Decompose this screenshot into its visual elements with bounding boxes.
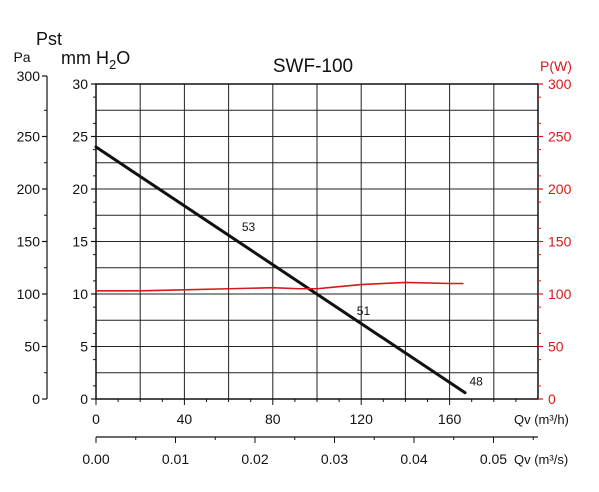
mmh2o-tick-label: 10 [72,286,88,302]
m3h-tick-label: 120 [350,411,374,427]
m3h-tick-label: 40 [177,411,193,427]
power-tick-label: 300 [548,76,572,92]
power-axis-label: P(W) [540,58,572,74]
chart-title: SWF-100 [273,56,353,77]
mmh2o-tick-label: 30 [72,76,88,92]
power-curve [95,281,464,292]
pa-tick-label: 100 [17,286,41,302]
pst-label: Pst [36,29,62,49]
pa-tick-label: 200 [17,181,41,197]
series-lines [94,145,467,395]
pa-tick-label: 300 [17,68,41,84]
pa-tick-label: 150 [17,234,41,250]
grid-lines [96,84,538,399]
m3h-tick-label: 80 [265,411,281,427]
curve-point-label: 48 [469,374,483,388]
power-tick-label: 250 [548,129,572,145]
m3h-tick-label: 0 [92,411,100,427]
power-tick-label: 200 [548,181,572,197]
mmh2o-subscript: 2 [109,57,116,72]
power-tick-label: 150 [548,234,572,250]
m3h-axis-title: Qv (m³/h) [514,412,569,427]
tick-labels: 0501001502002503000510152025300501001502… [17,68,572,467]
m3s-tick-label: 0.01 [162,451,189,467]
m3s-tick-label: 0.05 [480,451,507,467]
m3s-tick-label: 0.02 [241,451,268,467]
pa-tick-label: 50 [24,339,40,355]
power-tick-label: 50 [548,339,564,355]
mmh2o-tick-label: 5 [80,339,88,355]
point-annotations: 53 51 48 [242,220,483,388]
m3s-tick-label: 0.00 [82,451,109,467]
mmh2o-prefix: mm H [61,48,109,68]
m3s-axis-title: Qv (m³/s) [514,452,568,467]
axes [42,75,543,443]
pa-tick-label: 250 [17,129,41,145]
m3h-tick-label: 160 [438,411,462,427]
pa-unit-label: Pa [13,49,30,65]
m3s-tick-label: 0.04 [400,451,427,467]
pressure-curve [94,145,467,395]
mmh2o-tick-label: 25 [72,129,88,145]
curve-point-label: 53 [242,220,256,234]
curve-point-label: 51 [357,304,371,318]
m3s-tick-label: 0.03 [321,451,348,467]
power-tick-label: 100 [548,286,572,302]
power-tick-label: 0 [548,391,556,407]
mmh2o-tick-label: 0 [80,391,88,407]
mmh2o-unit-label: mm H2O [61,48,130,72]
pa-tick-label: 0 [32,391,40,407]
mmh2o-tick-label: 15 [72,234,88,250]
mmh2o-suffix: O [116,48,130,68]
mmh2o-tick-label: 20 [72,181,88,197]
